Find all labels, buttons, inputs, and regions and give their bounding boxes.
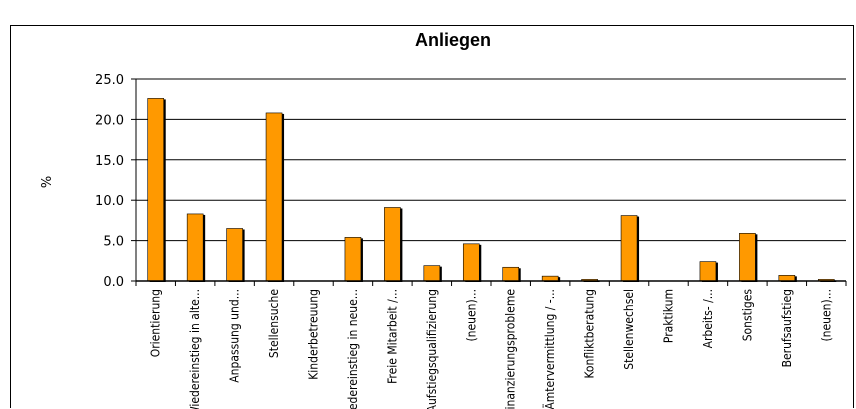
x-tick-label: Sonstiges [740,289,754,342]
y-tick-label: 15.0 [95,154,124,169]
y-tick-label: 10.0 [95,194,124,209]
bar [384,207,401,282]
x-tick-label: Finanzierungsprobleme [504,289,518,409]
chart-title: Anliegen [415,30,491,50]
bar [620,215,638,282]
x-tick-label: Orientierung [149,289,163,357]
x-tick-label: Anpassung und... [228,289,242,383]
bar [186,213,204,282]
bar [423,265,441,282]
y-tick-label: 20.0 [95,113,124,128]
bar [147,98,165,282]
x-tick-label: Konfliktberatung [583,289,597,379]
x-tick-label: Praktikum [662,289,676,343]
y-tick-label: 0.0 [103,275,124,290]
bars [147,98,837,282]
bar [265,112,283,282]
x-tick-label: (neuen)... [819,289,833,342]
bar [462,243,480,282]
bar [739,233,756,282]
x-axis-ticks: Orientierung Wiedereinstieg in alte... Anp… [135,281,847,409]
x-tick-label: Stellensuche [267,289,281,358]
x-tick-label: Ämtervermittlung / -... [542,289,557,409]
x-tick-label: Aufstiegsqualifizierung [425,289,439,409]
x-tick-label: Berufsaufstieg [780,289,794,367]
bar [344,237,362,282]
bar [699,261,717,282]
x-tick-label: (neuen)... [464,289,478,342]
y-axis-ticks: 0.0 5.0 10.0 15.0 20.0 25.0 [95,73,136,290]
bar [778,275,796,282]
y-tick-label: 25.0 [95,73,124,88]
bar [226,228,243,282]
chart-frame: Anliegen % 0.0 5.0 10.0 15.0 20.0 25.0 Orient… [10,25,854,409]
gridlines [136,78,846,242]
y-tick-label: 5.0 [103,235,124,250]
x-tick-label: Stellenwechsel [622,289,636,370]
y-axis-label: % [40,176,55,188]
bar-chart: Anliegen % 0.0 5.0 10.0 15.0 20.0 25.0 Orient… [40,30,847,409]
x-tick-label: Wiedereinstieg in alte... [188,289,202,409]
x-tick-label: Wiedereinstieg in neue... [346,289,360,409]
x-tick-label: Kinderbetreuung [307,289,321,380]
x-tick-label: Freie Mitarbeit /... [385,289,399,384]
bar [502,266,520,282]
x-tick-label: Arbeits- /... [701,289,715,348]
